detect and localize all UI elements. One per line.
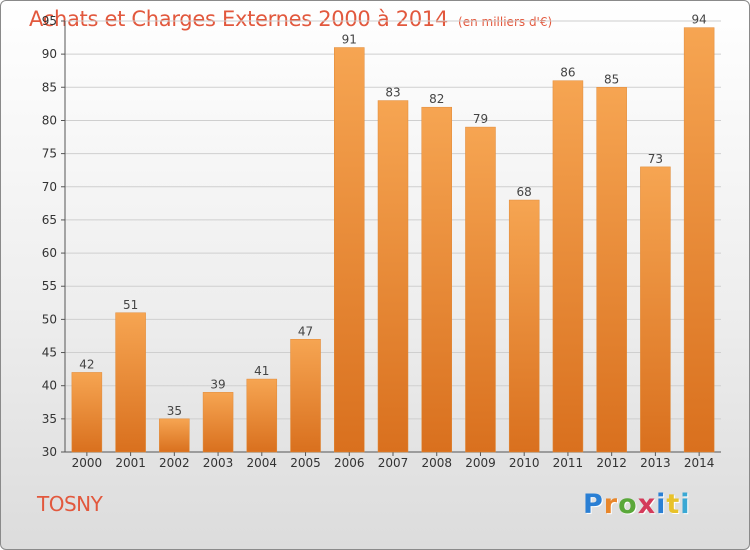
x-tick-label: 2004 <box>247 456 278 470</box>
bar-2012 <box>596 87 627 453</box>
x-tick-label: 2009 <box>465 456 496 470</box>
x-tick-label: 2010 <box>509 456 540 470</box>
x-tick-label: 2005 <box>290 456 321 470</box>
y-tick-label: 85 <box>42 80 57 94</box>
logo-letter: r <box>603 489 619 520</box>
data-label: 42 <box>79 357 94 371</box>
y-tick-label: 45 <box>42 346 57 360</box>
data-label: 51 <box>123 298 138 312</box>
x-tick-label: 2003 <box>203 456 234 470</box>
logo-letter: x <box>637 489 657 520</box>
x-tick-label: 2002 <box>159 456 190 470</box>
data-label: 79 <box>473 112 488 126</box>
bar-2004 <box>246 378 278 453</box>
data-label: 73 <box>648 152 663 166</box>
data-label: 91 <box>342 33 357 47</box>
bar-2007 <box>377 100 409 453</box>
y-tick-label: 50 <box>42 312 57 326</box>
bar-2002 <box>159 418 190 453</box>
proxiti-logo: Proxiti <box>583 489 691 520</box>
x-tick-label: 2001 <box>115 456 146 470</box>
y-tick-label: 95 <box>42 14 57 28</box>
x-tick-label: 2012 <box>596 456 627 470</box>
place-name: TOSNY <box>37 492 103 516</box>
bar-2010 <box>508 199 540 453</box>
bar-2011 <box>552 80 584 453</box>
data-label: 35 <box>167 404 182 418</box>
bar-2001 <box>115 312 146 453</box>
bar-2009 <box>465 126 496 453</box>
logo-letter: o <box>618 489 638 520</box>
y-tick-label: 30 <box>42 445 57 459</box>
y-tick-label: 55 <box>42 279 57 293</box>
data-label: 82 <box>429 92 444 106</box>
x-tick-label: 2013 <box>640 456 671 470</box>
bar-2006 <box>334 47 365 453</box>
data-label: 85 <box>604 72 619 86</box>
x-tick-label: 2011 <box>553 456 584 470</box>
bar-2000 <box>71 372 103 453</box>
x-tick-label: 2006 <box>334 456 365 470</box>
chart-title: Achats et Charges Externes 2000 à 2014 <box>29 7 449 31</box>
x-tick-label: 2007 <box>378 456 409 470</box>
y-tick-label: 75 <box>42 147 57 161</box>
x-tick-label: 2014 <box>684 456 715 470</box>
logo-letter: P <box>583 489 604 520</box>
y-tick-label: 70 <box>42 180 57 194</box>
data-label: 39 <box>210 377 225 391</box>
data-label: 94 <box>691 13 706 27</box>
y-tick-label: 80 <box>42 113 57 127</box>
bar-2005 <box>290 339 321 453</box>
y-tick-label: 60 <box>42 246 57 260</box>
data-label: 41 <box>254 364 269 378</box>
logo-letter: t <box>666 489 681 520</box>
bar-2008 <box>421 106 452 453</box>
y-tick-label: 35 <box>42 412 57 426</box>
title-row: Achats et Charges Externes 2000 à 2014 (e… <box>29 7 552 31</box>
data-label: 68 <box>517 185 532 199</box>
logo-letter: i <box>656 489 667 520</box>
labels: 30 35 40 45 50 55 60 65 70 75 80 85 90 95 2000 42 2001 51… <box>42 13 715 470</box>
bars <box>71 27 715 453</box>
logo-letter: i <box>680 489 691 520</box>
bar-2003 <box>202 392 234 453</box>
data-label: 83 <box>385 86 400 100</box>
bar-2014 <box>683 27 715 453</box>
y-tick-label: 90 <box>42 47 57 61</box>
bar-2013 <box>640 166 671 453</box>
chart-subtitle: (en milliers d'€) <box>458 15 553 29</box>
data-label: 86 <box>560 66 575 80</box>
data-label: 47 <box>298 324 313 338</box>
y-tick-label: 40 <box>42 379 57 393</box>
y-tick-label: 65 <box>42 213 57 227</box>
x-tick-label: 2000 <box>72 456 103 470</box>
x-tick-label: 2008 <box>421 456 452 470</box>
